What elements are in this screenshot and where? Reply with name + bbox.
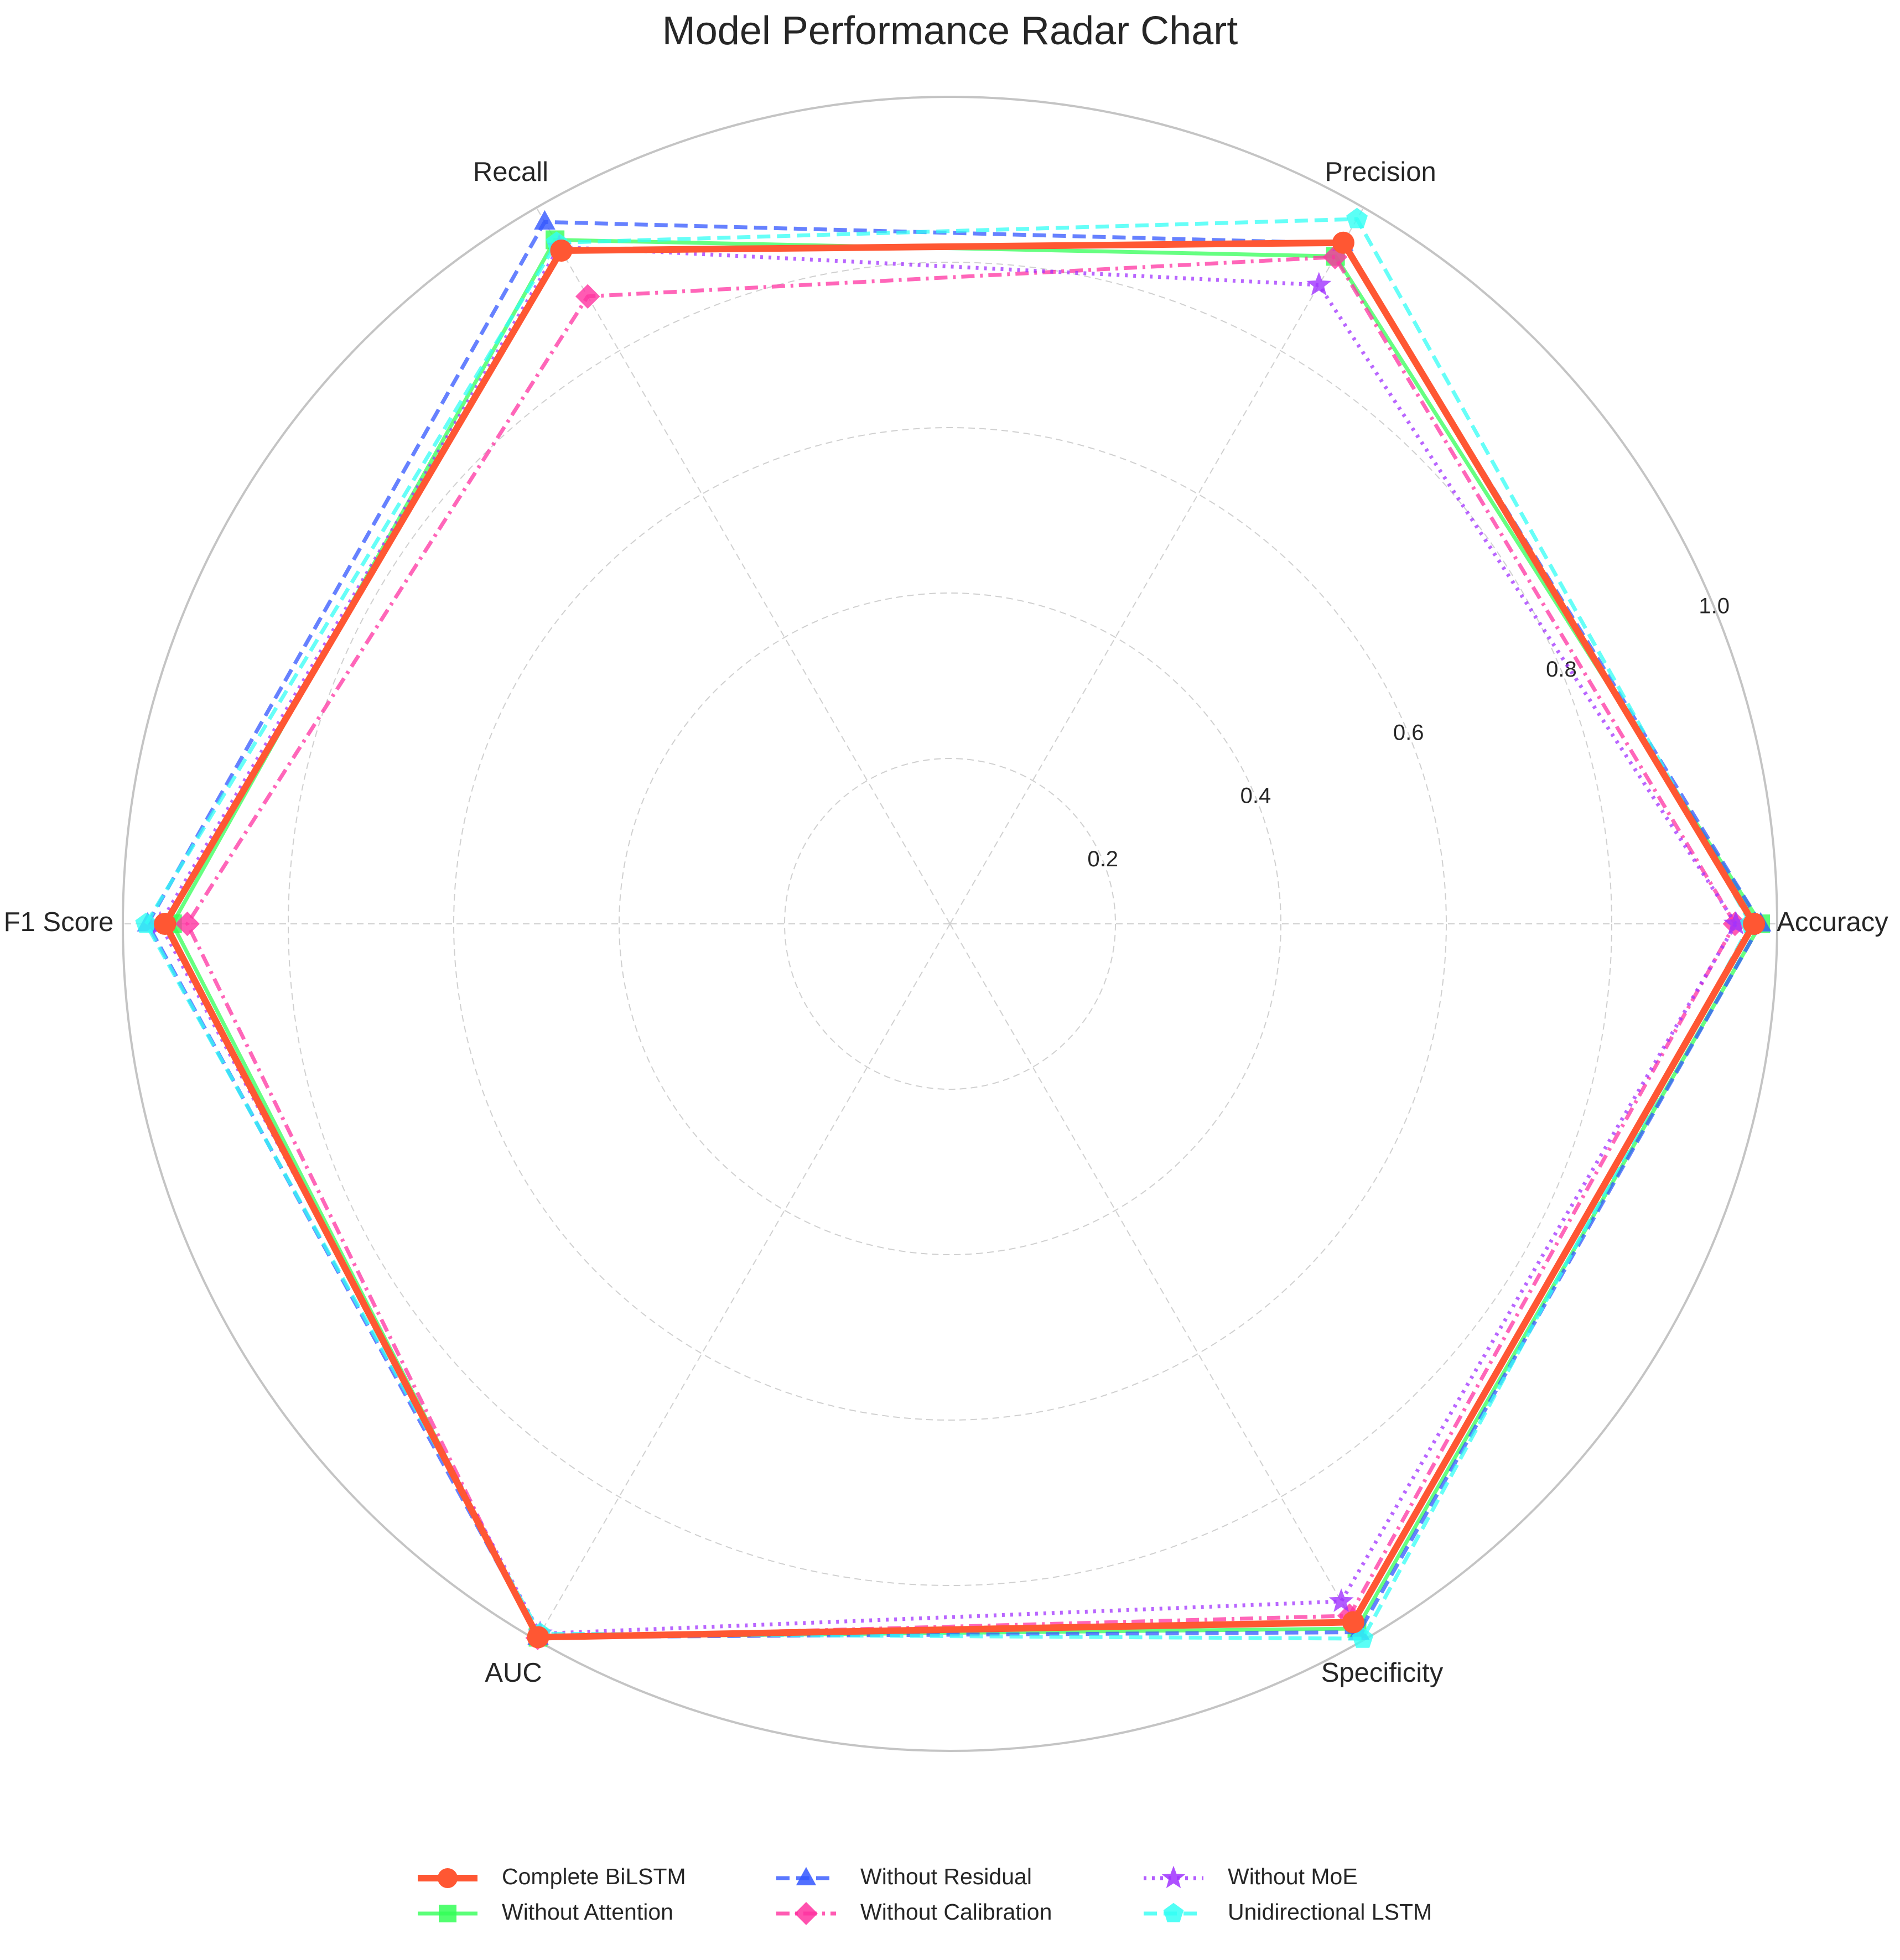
legend-item-without-attention: Without Attention <box>418 1899 673 1925</box>
legend-item-without-moe: Without MoE <box>1144 1864 1358 1889</box>
series-without-residual <box>137 210 1772 1645</box>
legend-label: Without Attention <box>502 1899 673 1925</box>
radial-tick-label: 0.6 <box>1393 720 1424 745</box>
data-point <box>1342 1611 1364 1634</box>
legend-marker <box>795 1902 818 1925</box>
radial-tick-label: 0.4 <box>1240 784 1271 808</box>
legend-marker <box>439 1905 456 1922</box>
data-point <box>534 210 556 230</box>
radial-tick-label: 0.8 <box>1546 657 1577 682</box>
legend-label: Without Calibration <box>860 1899 1052 1925</box>
chart-title: Model Performance Radar Chart <box>662 9 1238 53</box>
data-point <box>1306 272 1332 296</box>
data-point <box>175 911 200 937</box>
legend-label: Unidirectional LSTM <box>1228 1899 1432 1925</box>
grid-ring <box>453 427 1447 1421</box>
legend-label: Without MoE <box>1228 1864 1358 1889</box>
series-without-attention <box>163 230 1771 1647</box>
outer-ring <box>122 96 1778 1752</box>
axis-label-auc: AUC <box>485 1658 542 1688</box>
grid-spoke <box>536 923 951 1641</box>
grid-ring <box>288 262 1612 1586</box>
axis-label-f1-score: F1 Score <box>4 907 114 937</box>
data-point <box>1743 913 1766 935</box>
legend-item-complete-bilstm: Complete BiLSTM <box>418 1864 686 1889</box>
axis-labels: Accuracy Precision Recall F1 Score AUC Specif… <box>4 157 1889 1688</box>
series-line <box>170 238 1763 1639</box>
series-line <box>185 255 1737 1640</box>
axis-label-accuracy: Accuracy <box>1777 907 1888 937</box>
legend-marker <box>796 1867 817 1885</box>
series-line <box>162 239 1758 1641</box>
data-point <box>1332 231 1354 254</box>
legend-marker <box>1161 1865 1186 1889</box>
data-point <box>1346 207 1368 228</box>
legend-item-without-residual: Without Residual <box>776 1864 1032 1889</box>
axis-label-specificity: Specificity <box>1321 1658 1444 1688</box>
data-point <box>550 239 573 262</box>
legend-item-without-calibration: Without Calibration <box>776 1899 1052 1925</box>
axis-label-recall: Recall <box>473 157 548 187</box>
legend-item-unidirectional-lstm: Unidirectional LSTM <box>1144 1899 1432 1925</box>
data-point <box>575 284 600 309</box>
grid-spoke <box>536 207 951 924</box>
grid-ring <box>619 592 1281 1255</box>
radial-tick-label: 1.0 <box>1699 594 1730 618</box>
grid-spoke <box>949 207 1364 924</box>
radial-tick-label: 0.2 <box>1087 847 1118 871</box>
data-point <box>135 912 157 933</box>
radar-grid: 0.2 0.4 0.6 0.8 1.0 <box>122 96 1778 1752</box>
legend-label: Complete BiLSTM <box>502 1864 686 1889</box>
legend: Complete BiLSTM Without Attention Without … <box>418 1864 1432 1925</box>
series-line <box>144 217 1753 1641</box>
data-point <box>154 913 176 935</box>
series-unidirectional-lstm <box>135 207 1762 1648</box>
grid-spoke <box>949 923 1364 1641</box>
data-point <box>1328 1588 1354 1612</box>
series-line <box>158 245 1738 1636</box>
series-line <box>146 220 1763 1639</box>
grid-ring <box>784 758 1116 1090</box>
series-without-moe <box>147 233 1748 1645</box>
data-point <box>1352 1627 1374 1648</box>
legend-marker <box>1163 1902 1184 1922</box>
legend-marker <box>438 1868 458 1888</box>
series-complete-bilstm <box>154 231 1766 1649</box>
series-without-calibration <box>175 245 1747 1651</box>
data-point <box>527 1626 549 1649</box>
legend-label: Without Residual <box>860 1864 1032 1889</box>
axis-label-precision: Precision <box>1325 157 1436 187</box>
series-layer <box>135 207 1772 1651</box>
